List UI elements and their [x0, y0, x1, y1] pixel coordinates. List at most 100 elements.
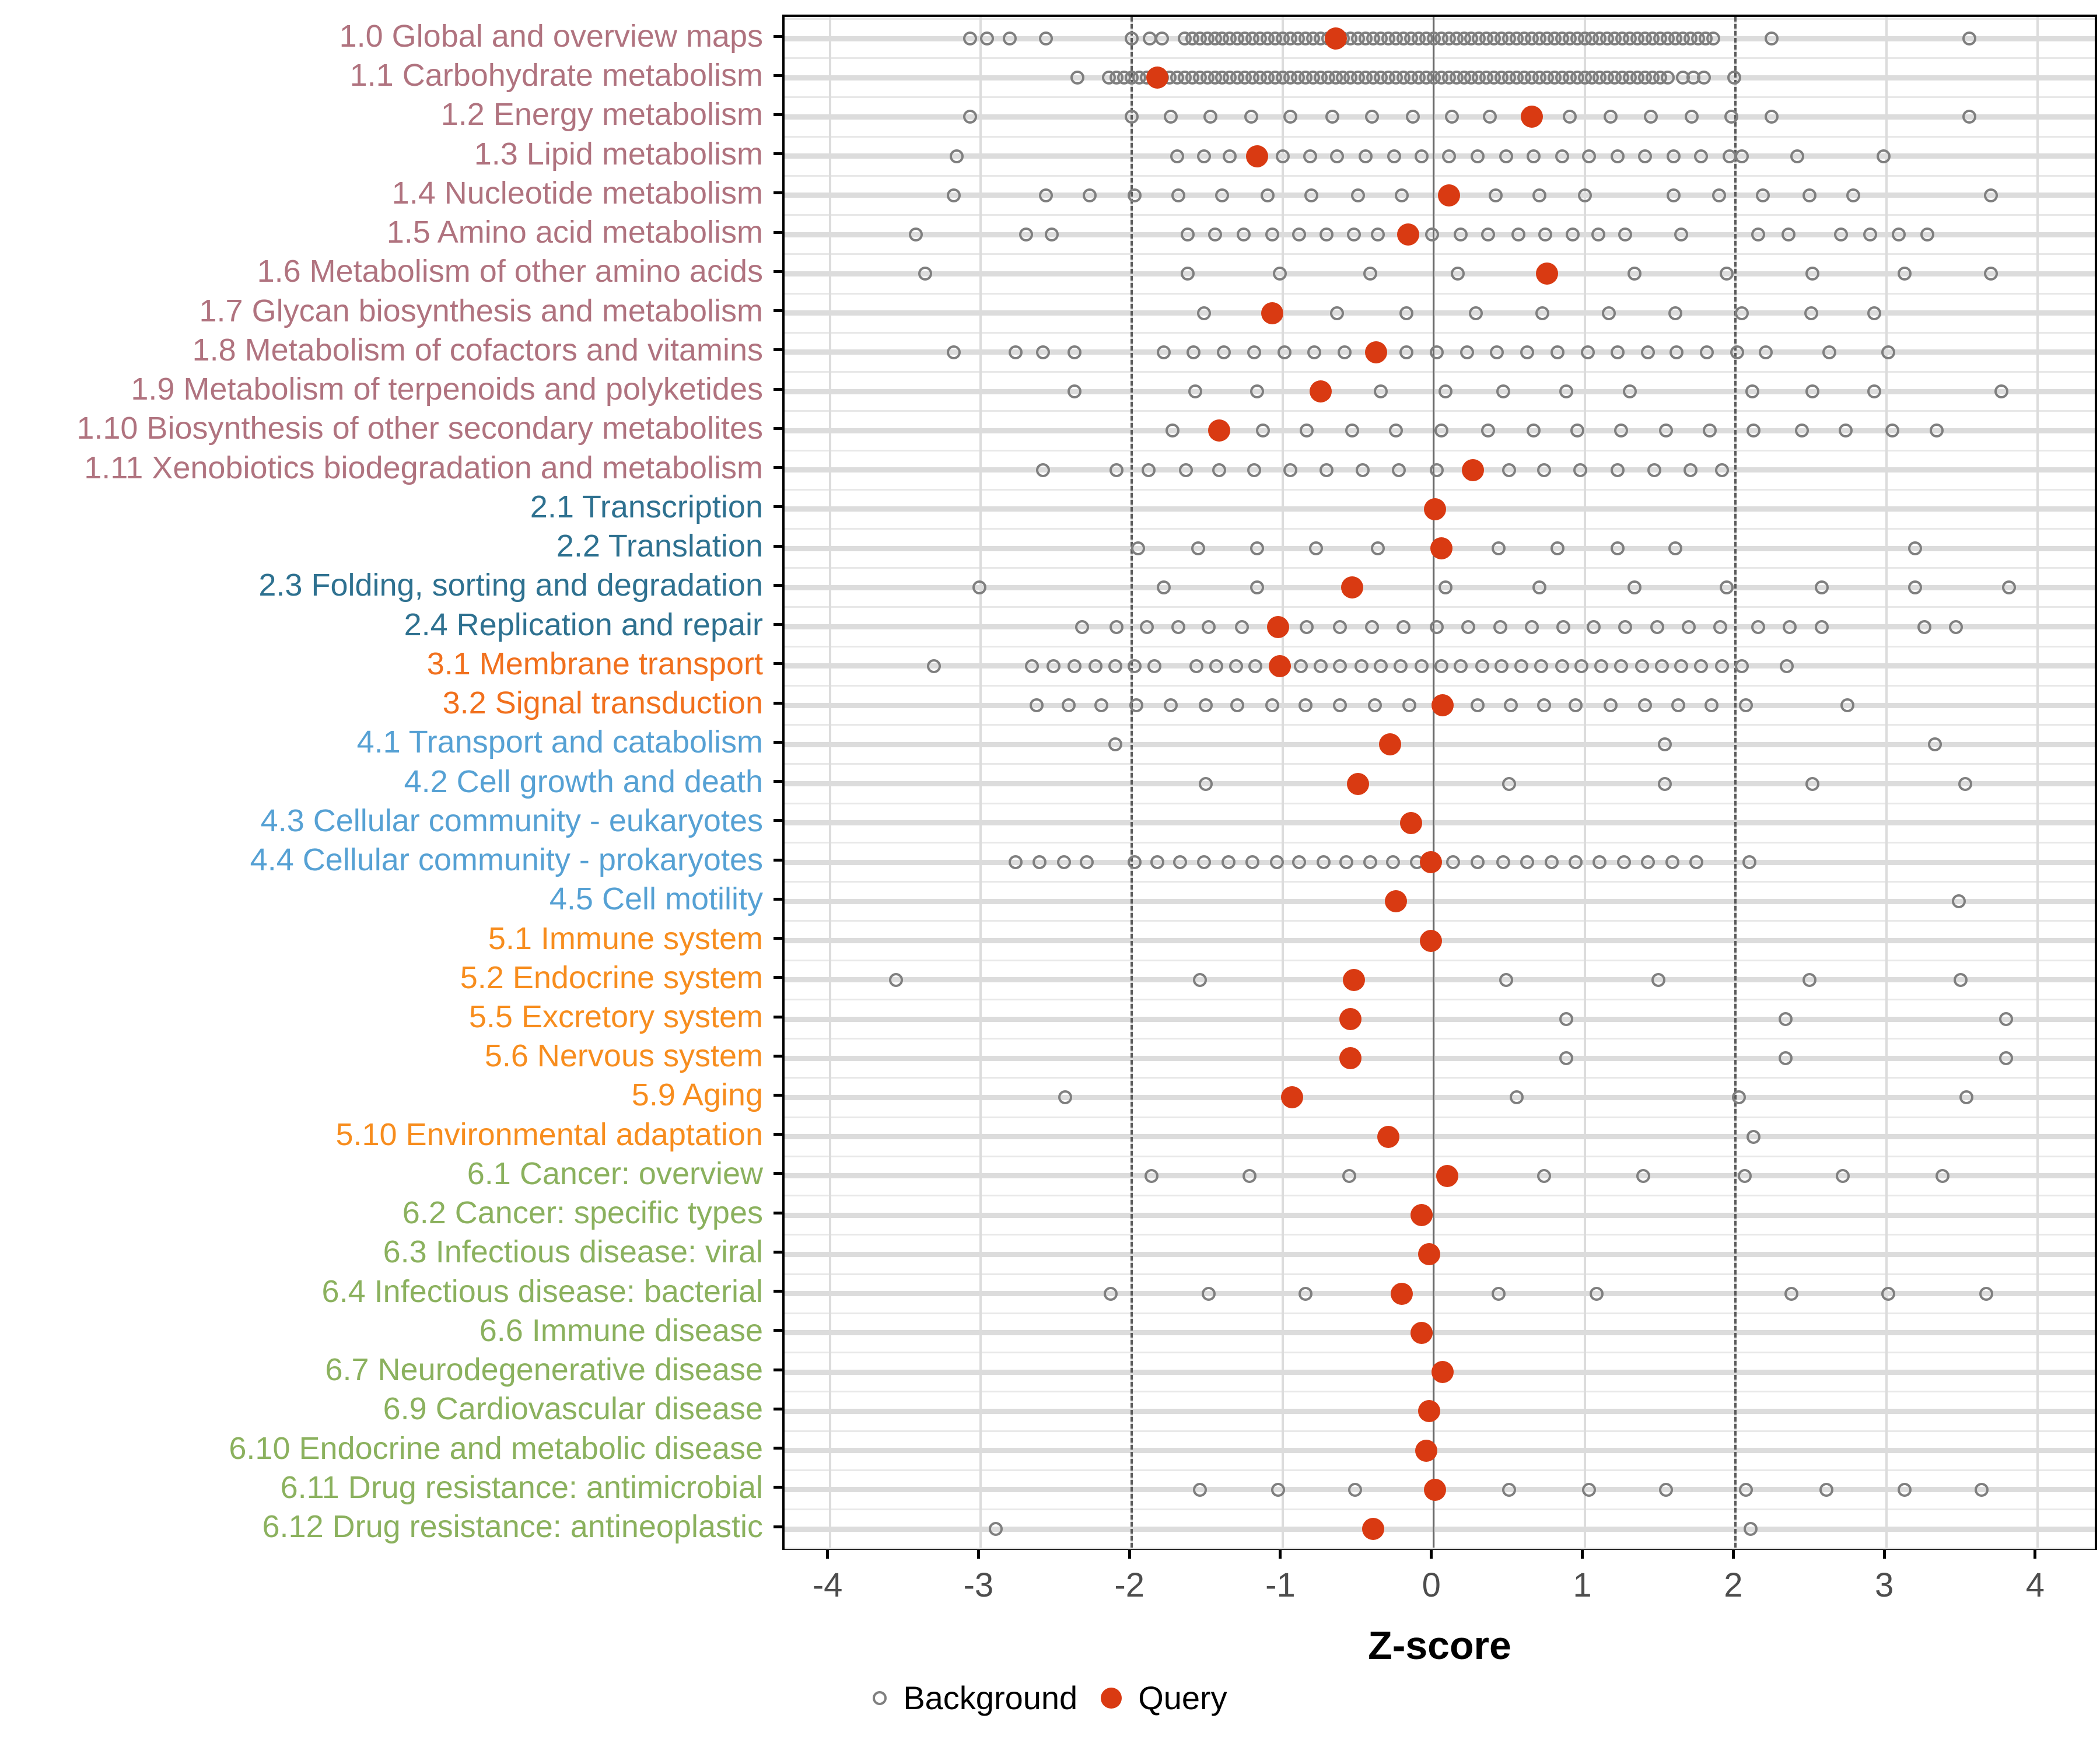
gridline-x — [1583, 17, 1586, 1548]
background-point — [1125, 32, 1139, 46]
background-point — [1502, 463, 1517, 477]
background-point — [1715, 659, 1730, 673]
gridline-major-y — [785, 781, 2095, 787]
background-point — [1611, 345, 1625, 359]
background-point — [1881, 345, 1895, 359]
background-point — [1784, 1286, 1799, 1301]
gridline-major-y — [785, 1330, 2095, 1336]
background-point — [1488, 188, 1503, 202]
y-axis-tick — [774, 152, 782, 156]
y-axis-tick — [774, 1368, 782, 1371]
background-point — [1493, 620, 1507, 634]
background-point — [1804, 306, 1818, 320]
background-point — [1574, 659, 1589, 673]
gridline-minor-y — [785, 802, 2095, 804]
x-axis-tick — [826, 1550, 830, 1559]
gridline-major-y — [785, 310, 2095, 316]
x-tick-label: 4 — [2025, 1566, 2045, 1604]
background-point — [1935, 1168, 1950, 1183]
gridline-minor-y — [785, 606, 2095, 608]
background-point — [1470, 149, 1485, 163]
background-point — [989, 1522, 1003, 1536]
background-point — [1780, 659, 1794, 673]
x-axis-tick — [1581, 1550, 1584, 1559]
gridline-major-y — [785, 741, 2095, 747]
gridline-minor-y — [785, 763, 2095, 765]
background-point — [1670, 345, 1684, 359]
background-point — [1898, 1482, 1912, 1497]
background-point — [1202, 1286, 1216, 1301]
background-point — [1611, 541, 1625, 556]
background-point — [1898, 267, 1912, 281]
background-point — [1502, 776, 1517, 791]
background-point — [1461, 620, 1476, 634]
background-point — [979, 32, 994, 46]
background-point — [1544, 855, 1559, 870]
background-point — [1429, 620, 1444, 634]
x-tick-label: -2 — [1114, 1566, 1144, 1604]
background-point — [1212, 463, 1227, 477]
background-point — [1949, 620, 1964, 634]
gridline-minor-y — [785, 1116, 2095, 1118]
x-axis-tick — [1279, 1550, 1282, 1559]
gridline-x — [828, 17, 831, 1548]
background-point — [1520, 345, 1535, 359]
background-point — [1192, 972, 1207, 987]
dotted-reference-line — [1130, 17, 1133, 1548]
background-point — [1405, 110, 1420, 124]
gridline-major-y — [785, 977, 2095, 983]
background-point — [1511, 228, 1525, 242]
background-point — [1618, 228, 1633, 242]
gridline-minor-y — [785, 331, 2095, 334]
background-point — [1836, 1168, 1850, 1183]
background-point — [1555, 659, 1569, 673]
background-point — [1657, 776, 1672, 791]
gridline-minor-y — [785, 1195, 2095, 1197]
background-point — [1342, 1168, 1356, 1183]
background-point — [1035, 463, 1050, 477]
category-label: 1.0 Global and overview maps — [339, 19, 763, 54]
category-label: 1.5 Amino acid metabolism — [386, 215, 763, 250]
background-point — [1025, 659, 1040, 673]
background-point — [1441, 149, 1456, 163]
background-point — [972, 580, 986, 595]
background-point — [1277, 345, 1292, 359]
background-point — [1385, 855, 1400, 870]
background-point — [1038, 32, 1053, 46]
background-point — [1526, 149, 1541, 163]
gridline-major-y — [785, 1094, 2095, 1100]
y-axis-tick — [774, 113, 782, 116]
gridline-minor-y — [785, 959, 2095, 961]
background-point — [1429, 463, 1444, 477]
background-point — [927, 659, 942, 673]
background-point — [1061, 698, 1076, 713]
background-point — [1580, 345, 1595, 359]
category-label: 6.9 Cardiovascular disease — [383, 1391, 763, 1427]
background-point — [1330, 149, 1345, 163]
query-point — [1410, 1204, 1433, 1227]
category-label: 1.7 Glycan biosynthesis and metabolism — [199, 293, 764, 328]
background-point — [1739, 1482, 1754, 1497]
background-point — [1745, 384, 1759, 399]
background-point — [1952, 894, 1966, 909]
background-point — [1803, 188, 1817, 202]
background-point — [1283, 110, 1297, 124]
background-point — [1346, 228, 1361, 242]
gridline-minor-y — [785, 371, 2095, 373]
query-point — [1415, 1439, 1437, 1462]
category-label: 4.1 Transport and catabolism — [356, 724, 763, 760]
background-point — [1494, 659, 1509, 673]
background-point — [1480, 228, 1495, 242]
background-point — [1667, 188, 1681, 202]
gridline-major-y — [785, 1291, 2095, 1297]
background-point — [1778, 1012, 1793, 1026]
background-point — [1110, 620, 1124, 634]
background-point — [1130, 541, 1145, 556]
y-axis-tick — [774, 1133, 782, 1136]
background-point — [1719, 580, 1734, 595]
background-point — [1611, 149, 1625, 163]
background-point — [1164, 698, 1178, 713]
background-point — [1339, 855, 1353, 870]
background-point — [1555, 149, 1569, 163]
